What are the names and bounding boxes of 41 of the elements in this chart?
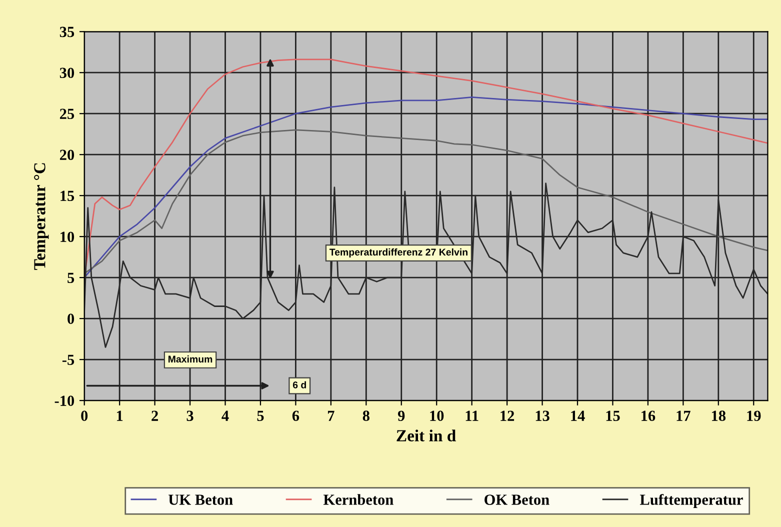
- x-tick-label: 9: [398, 410, 405, 421]
- x-tick-label: 14: [571, 410, 585, 421]
- x-tick-label: 11: [466, 410, 478, 421]
- y-tick-label: 0: [68, 314, 74, 324]
- x-tick-label: 3: [186, 410, 194, 421]
- x-tick-label: 15: [606, 410, 620, 421]
- legend-label: OK Beton: [484, 494, 550, 505]
- y-tick-label: -5: [62, 354, 74, 365]
- annotation: Temperaturdifferenz 27 Kelvin: [329, 248, 468, 258]
- line-series: [84, 129, 768, 274]
- line-series: [84, 96, 768, 278]
- x-tick-label: 18: [712, 410, 726, 421]
- x-tick-label: 13: [536, 410, 550, 421]
- y-tick-label: 25: [60, 108, 74, 120]
- x-axis-title: Zeit in d: [396, 430, 456, 442]
- x-tick-label: 4: [222, 410, 229, 421]
- x-tick-label: 10: [430, 410, 444, 421]
- y-tick-label: 15: [60, 190, 74, 202]
- annotation: Maximum: [168, 355, 212, 363]
- y-axis-title: Temperatur °C: [34, 163, 49, 270]
- x-tick-label: 12: [500, 410, 514, 421]
- x-tick-label: 7: [328, 410, 334, 421]
- x-tick-label: 19: [747, 410, 761, 421]
- y-tick-label: 5: [68, 272, 74, 284]
- x-tick-label: 17: [676, 410, 690, 421]
- y-tick-label: 35: [60, 26, 74, 38]
- legend-label: Lufttemperatur: [640, 494, 743, 508]
- legend-label: UK Beton: [168, 494, 233, 505]
- legend-label: Kernbeton: [323, 494, 394, 505]
- x-tick-label: 5: [257, 410, 264, 421]
- annotation: 6 d: [292, 381, 306, 388]
- x-tick-label: 8: [362, 410, 370, 421]
- x-tick-label: 16: [642, 410, 656, 421]
- y-tick-label: 10: [60, 232, 74, 242]
- x-tick-label: 0: [81, 410, 88, 421]
- x-tick-label: 1: [116, 410, 123, 421]
- x-tick-label: 2: [152, 410, 158, 421]
- y-tick-label: -10: [54, 396, 74, 406]
- y-tick-label: 20: [60, 150, 74, 160]
- y-tick-label: 30: [60, 68, 74, 78]
- x-tick-label: 6: [292, 410, 300, 421]
